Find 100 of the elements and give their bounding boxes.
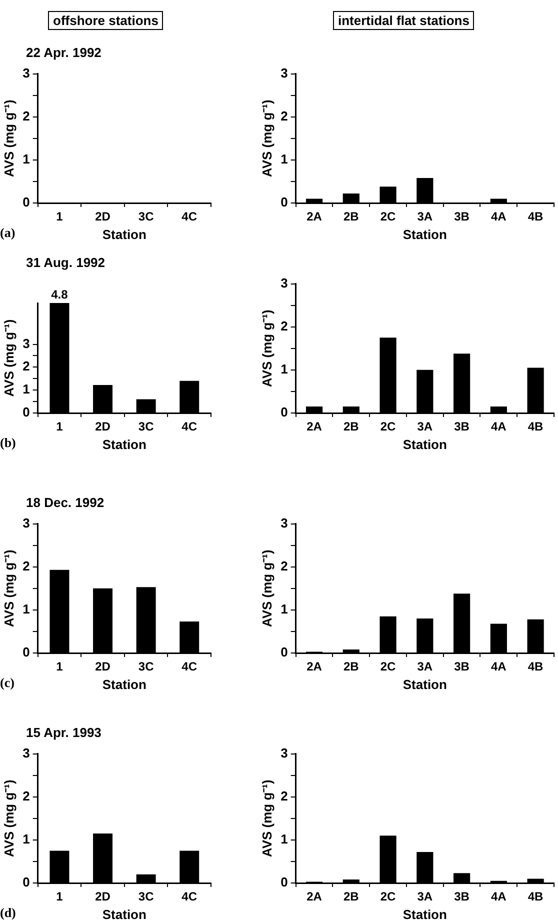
x-tick-label: 2A bbox=[306, 890, 322, 904]
chart-title: intertidal flat stations bbox=[333, 11, 474, 30]
y-axis-title: AVS (mg g⁻¹) bbox=[259, 310, 274, 388]
x-tick-label: 3A bbox=[417, 660, 433, 674]
y-tick-label: 3 bbox=[22, 336, 30, 351]
x-tick-label: 2C bbox=[380, 890, 396, 904]
x-tick-label: 2B bbox=[343, 210, 360, 224]
x-axis-title: Station bbox=[102, 226, 146, 242]
x-tick-label: 3C bbox=[138, 210, 154, 224]
y-tick-label: 2 bbox=[22, 108, 30, 124]
chart-subtitle: 22 Apr. 1992 bbox=[25, 45, 102, 62]
y-tick-label: 2 bbox=[280, 108, 288, 124]
x-tick-label: 2C bbox=[380, 420, 396, 434]
y-tick-label: 2 bbox=[22, 358, 30, 374]
y-axis-title: AVS (mg g⁻¹) bbox=[1, 550, 16, 628]
x-tick-label: 3B bbox=[454, 890, 470, 904]
x-tick-label: 2D bbox=[95, 420, 111, 434]
x-tick-label: 2B bbox=[343, 890, 360, 904]
x-tick-label: 4C bbox=[182, 210, 198, 224]
x-tick-label: 2A bbox=[306, 210, 322, 224]
y-tick-label: 3 bbox=[280, 745, 288, 760]
x-tick-label: 4C bbox=[182, 660, 198, 674]
x-tick-label: 2D bbox=[95, 210, 111, 224]
y-tick-label: 3 bbox=[280, 65, 288, 80]
data-label: 4.8 bbox=[51, 287, 68, 302]
text: (a) bbox=[0, 225, 16, 241]
y-tick-label: 3 bbox=[22, 745, 30, 760]
x-axis-title: Station bbox=[102, 676, 146, 692]
y-axis-title: AVS (mg g⁻¹) bbox=[259, 100, 274, 178]
x-tick-label: 1 bbox=[56, 210, 64, 224]
y-axis-title: AVS (mg g⁻¹) bbox=[1, 319, 16, 397]
x-tick-label: 4A bbox=[491, 210, 507, 224]
x-tick-label: 3C bbox=[138, 660, 154, 674]
x-tick-label: 3A bbox=[417, 420, 433, 434]
text: (b) bbox=[0, 435, 16, 451]
x-tick-label: 4A bbox=[491, 420, 507, 434]
x-axis-title: Station bbox=[402, 226, 447, 242]
x-tick-label: 2D bbox=[95, 890, 111, 904]
y-tick-label: 1 bbox=[280, 602, 288, 617]
x-tick-label: 2B bbox=[343, 420, 360, 434]
y-tick-label: 1 bbox=[22, 832, 30, 847]
y-tick-label: 1 bbox=[280, 152, 288, 167]
y-tick-label: 1 bbox=[22, 152, 30, 167]
y-tick-label: 0 bbox=[280, 644, 288, 660]
x-tick-label: 1 bbox=[56, 660, 64, 674]
chart-subtitle: 15 Apr. 1993 bbox=[25, 725, 102, 742]
x-tick-label: 2C bbox=[380, 660, 396, 674]
x-tick-label: 3B bbox=[454, 660, 470, 674]
x-tick-label: 4C bbox=[182, 890, 198, 904]
x-tick-label: 4B bbox=[528, 890, 544, 904]
y-tick-label: 1 bbox=[280, 362, 288, 377]
y-axis-title: AVS (mg g⁻¹) bbox=[1, 100, 16, 178]
y-axis-title: AVS (mg g⁻¹) bbox=[1, 780, 16, 858]
y-tick-label: 2 bbox=[280, 788, 288, 804]
x-tick-label: 3C bbox=[138, 890, 154, 904]
y-tick-label: 3 bbox=[22, 65, 30, 80]
x-tick-label: 4B bbox=[528, 420, 544, 434]
x-tick-label: 4B bbox=[528, 210, 544, 224]
y-tick-label: 1 bbox=[22, 382, 30, 397]
y-tick-label: 3 bbox=[280, 515, 288, 530]
chart-subtitle: 18 Dec. 1992 bbox=[25, 495, 106, 512]
x-tick-label: 2C bbox=[380, 210, 396, 224]
text: (c) bbox=[0, 675, 14, 691]
y-tick-label: 0 bbox=[22, 194, 30, 210]
y-tick-label: 2 bbox=[22, 558, 30, 574]
x-axis-title: Station bbox=[402, 676, 447, 692]
x-tick-label: 4A bbox=[491, 890, 507, 904]
x-axis-title: Station bbox=[402, 436, 447, 452]
x-tick-label: 2D bbox=[95, 660, 111, 674]
x-tick-label: 2A bbox=[306, 420, 322, 434]
y-tick-label: 3 bbox=[22, 515, 30, 530]
y-tick-label: 3 bbox=[280, 275, 288, 290]
y-tick-label: 2 bbox=[22, 788, 30, 804]
x-tick-label: 4C bbox=[182, 420, 198, 434]
y-tick-label: 0 bbox=[22, 404, 30, 420]
y-axis-title: AVS (mg g⁻¹) bbox=[259, 550, 274, 628]
x-axis-title: Station bbox=[102, 906, 146, 921]
y-axis-title: AVS (mg g⁻¹) bbox=[259, 780, 274, 858]
chart-title: offshore stations bbox=[48, 11, 164, 30]
y-tick-label: 1 bbox=[22, 602, 30, 617]
y-tick-label: 2 bbox=[280, 558, 288, 574]
y-tick-label: 0 bbox=[280, 404, 288, 420]
x-tick-label: 4B bbox=[528, 660, 544, 674]
x-tick-label: 3A bbox=[417, 890, 433, 904]
x-tick-label: 3B bbox=[454, 420, 470, 434]
x-axis-title: Station bbox=[402, 906, 447, 921]
y-tick-label: 2 bbox=[280, 318, 288, 334]
x-tick-label: 1 bbox=[56, 890, 64, 904]
x-tick-label: 3B bbox=[454, 210, 470, 224]
x-tick-label: 1 bbox=[56, 420, 64, 434]
x-axis-title: Station bbox=[102, 436, 146, 452]
x-tick-label: 2B bbox=[343, 660, 360, 674]
y-tick-label: 0 bbox=[280, 874, 288, 890]
y-tick-label: 0 bbox=[280, 194, 288, 210]
y-tick-label: 1 bbox=[280, 832, 288, 847]
x-tick-label: 2A bbox=[306, 660, 322, 674]
chart-subtitle: 31 Aug. 1992 bbox=[25, 255, 106, 272]
y-tick-label: 0 bbox=[22, 874, 30, 890]
y-tick-label: 0 bbox=[22, 644, 30, 660]
x-tick-label: 4A bbox=[491, 660, 507, 674]
